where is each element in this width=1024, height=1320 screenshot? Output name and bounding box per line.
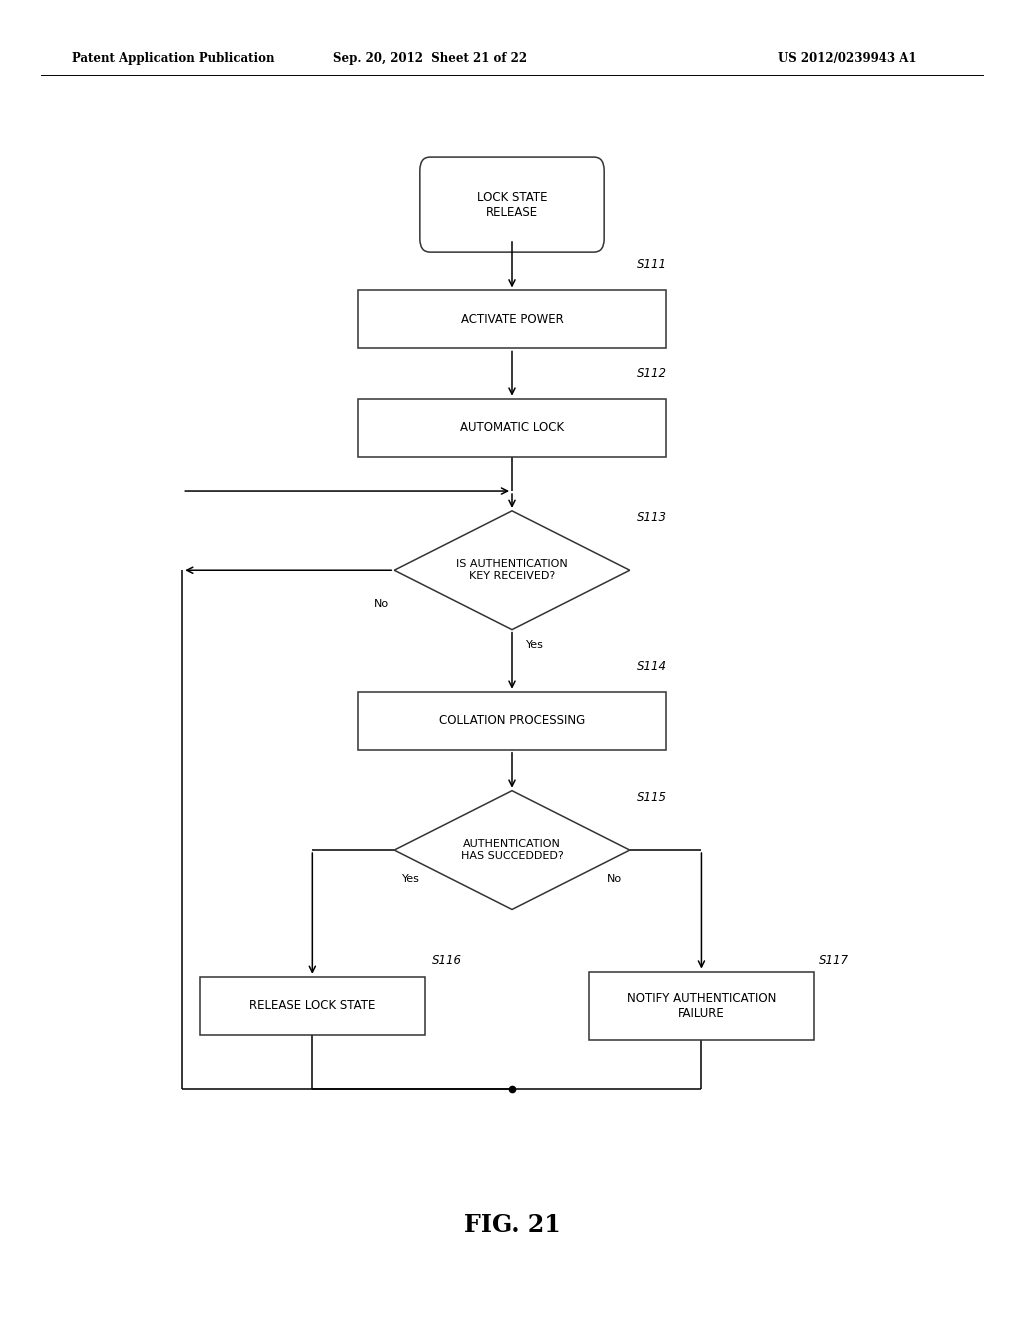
Text: S117: S117 — [819, 954, 849, 968]
Text: RELEASE LOCK STATE: RELEASE LOCK STATE — [249, 999, 376, 1012]
Text: Patent Application Publication: Patent Application Publication — [72, 51, 274, 65]
Text: No: No — [374, 599, 389, 610]
Text: AUTOMATIC LOCK: AUTOMATIC LOCK — [460, 421, 564, 434]
Text: IS AUTHENTICATION
KEY RECEIVED?: IS AUTHENTICATION KEY RECEIVED? — [456, 560, 568, 581]
Text: US 2012/0239943 A1: US 2012/0239943 A1 — [778, 51, 916, 65]
FancyBboxPatch shape — [420, 157, 604, 252]
Text: S112: S112 — [637, 367, 667, 380]
Text: Yes: Yes — [526, 640, 544, 651]
Bar — [358, 399, 666, 457]
Text: COLLATION PROCESSING: COLLATION PROCESSING — [439, 714, 585, 727]
Text: FIG. 21: FIG. 21 — [464, 1213, 560, 1237]
Text: S113: S113 — [637, 511, 667, 524]
Text: Sep. 20, 2012  Sheet 21 of 22: Sep. 20, 2012 Sheet 21 of 22 — [333, 51, 527, 65]
Bar — [589, 972, 814, 1040]
Text: S114: S114 — [637, 660, 667, 673]
Text: S115: S115 — [637, 791, 667, 804]
Bar — [358, 692, 666, 750]
Text: ACTIVATE POWER: ACTIVATE POWER — [461, 313, 563, 326]
Text: LOCK STATE
RELEASE: LOCK STATE RELEASE — [477, 190, 547, 219]
Text: NOTIFY AUTHENTICATION
FAILURE: NOTIFY AUTHENTICATION FAILURE — [627, 991, 776, 1020]
Text: AUTHENTICATION
HAS SUCCEDDED?: AUTHENTICATION HAS SUCCEDDED? — [461, 840, 563, 861]
Polygon shape — [394, 511, 630, 630]
Text: S111: S111 — [637, 257, 667, 271]
Text: No: No — [606, 874, 622, 884]
Polygon shape — [394, 791, 630, 909]
Bar — [358, 290, 666, 348]
Text: S116: S116 — [432, 954, 462, 968]
Text: Yes: Yes — [402, 874, 420, 884]
Bar — [200, 977, 425, 1035]
